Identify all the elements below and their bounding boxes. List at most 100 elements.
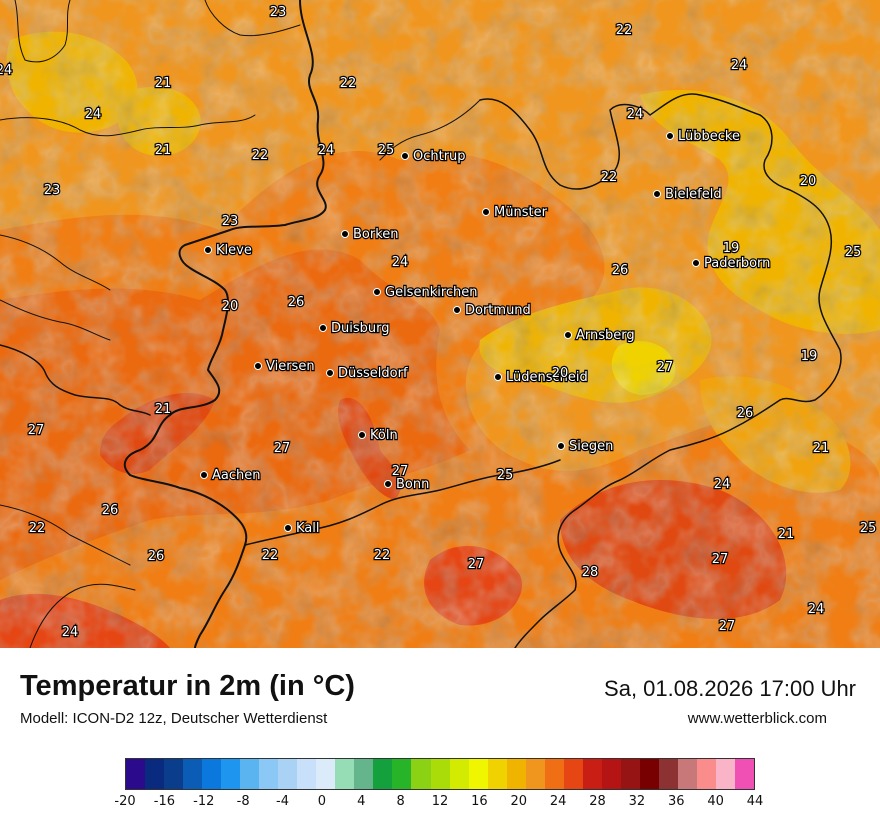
city-marker: Köln bbox=[358, 427, 399, 444]
city-label: Paderborn bbox=[704, 256, 770, 271]
borders bbox=[0, 0, 842, 648]
temperature-value: 24 bbox=[808, 602, 825, 617]
temperature-value: 24 bbox=[714, 477, 731, 492]
color-swatch bbox=[316, 759, 336, 789]
city-dot bbox=[401, 152, 409, 160]
color-swatch bbox=[582, 759, 602, 789]
temperature-value: 19 bbox=[801, 349, 818, 364]
color-scale-tick: 32 bbox=[628, 794, 646, 809]
temperature-value: 24 bbox=[731, 58, 748, 73]
city-label: Lübbecke bbox=[678, 129, 740, 144]
temperature-value: 24 bbox=[627, 107, 644, 122]
temperature-value: 22 bbox=[252, 148, 269, 163]
temperature-value: 27 bbox=[392, 464, 409, 479]
color-swatch bbox=[506, 759, 526, 789]
color-swatch bbox=[373, 759, 393, 789]
color-swatch bbox=[126, 759, 146, 789]
temperature-value: 26 bbox=[288, 295, 305, 310]
color-scale-tick: 28 bbox=[589, 794, 606, 809]
city-dot bbox=[557, 442, 565, 450]
state-border-nrw-east bbox=[479, 93, 842, 403]
color-swatch bbox=[145, 759, 165, 789]
temperature-value: 27 bbox=[712, 552, 729, 567]
temperature-value: 26 bbox=[148, 549, 165, 564]
temperature-value: 26 bbox=[102, 503, 119, 518]
city-label: Duisburg bbox=[331, 321, 390, 336]
temperature-value: 20 bbox=[222, 299, 239, 314]
color-swatch bbox=[411, 759, 431, 789]
temperature-value: 26 bbox=[737, 406, 754, 421]
city-dot bbox=[494, 373, 502, 381]
temperature-value: 25 bbox=[845, 245, 862, 260]
city-label: Bonn bbox=[396, 477, 429, 492]
temperature-value: 25 bbox=[860, 521, 877, 536]
color-swatch bbox=[335, 759, 355, 789]
temperature-value: 22 bbox=[601, 170, 618, 185]
temperature-value: 19 bbox=[723, 241, 740, 256]
color-scale-tick: 8 bbox=[396, 794, 405, 809]
state-border-nrw-rp bbox=[244, 459, 561, 546]
city-label: Lüdenscheid bbox=[506, 370, 588, 385]
color-scale-tick: 40 bbox=[707, 794, 724, 809]
color-swatch bbox=[297, 759, 317, 789]
region-border-3 bbox=[204, 0, 301, 37]
color-swatch bbox=[449, 759, 469, 789]
temperature-value: 24 bbox=[392, 255, 409, 270]
city-marker: Viersen bbox=[254, 358, 316, 375]
texture-overlay bbox=[0, 0, 880, 648]
color-scale-tick: 44 bbox=[746, 794, 764, 809]
color-swatch bbox=[487, 759, 507, 789]
color-scale-tick: 0 bbox=[317, 794, 327, 809]
color-swatch bbox=[677, 759, 697, 789]
temperature-value: 21 bbox=[778, 527, 795, 542]
color-scale-tick: 36 bbox=[667, 794, 685, 809]
color-swatch bbox=[183, 759, 203, 789]
city-marker: Siegen bbox=[557, 438, 615, 455]
color-swatch bbox=[563, 759, 583, 789]
city-label: Arnsberg bbox=[576, 328, 635, 343]
color-swatch bbox=[259, 759, 279, 789]
color-scale-tick: 16 bbox=[471, 794, 488, 809]
city-label: Bielefeld bbox=[665, 187, 722, 202]
region-border-6 bbox=[0, 504, 131, 566]
temperature-value: 27 bbox=[274, 441, 291, 456]
city-label: Borken bbox=[353, 227, 399, 242]
city-dot bbox=[319, 324, 327, 332]
temperature-map: Lübbecke Ochtrup Bielefeld Münster Borken Kle… bbox=[0, 0, 880, 648]
city-dot bbox=[358, 431, 366, 439]
city-dot bbox=[284, 524, 292, 532]
color-scale-tick: -16 bbox=[153, 794, 175, 809]
temperature-value: 24 bbox=[0, 63, 12, 78]
city-dot bbox=[254, 362, 262, 370]
temperature-value: 28 bbox=[582, 565, 599, 580]
color-swatch bbox=[202, 759, 222, 789]
city-marker: Gelsenkirchen bbox=[373, 284, 479, 301]
color-swatch bbox=[468, 759, 488, 789]
city-dot bbox=[326, 369, 334, 377]
national-border bbox=[123, 0, 327, 648]
temperature-values: 23 22 24 21 24 22 21 22 24 25 24 22 23 24 23 20 19 25 24 26… bbox=[0, 4, 877, 641]
city-marker: Aachen bbox=[200, 467, 262, 484]
color-scale-tick: 20 bbox=[510, 794, 528, 809]
city-marker: Bonn bbox=[384, 476, 431, 493]
color-swatch bbox=[525, 759, 545, 789]
color-swatch bbox=[658, 759, 678, 789]
city-marker: Arnsberg bbox=[564, 327, 636, 344]
temperature-value: 22 bbox=[29, 521, 46, 536]
city-marker: Duisburg bbox=[319, 320, 391, 337]
website-link[interactable]: www.wetterblick.com bbox=[687, 710, 827, 727]
temperature-value: 25 bbox=[378, 143, 395, 158]
temperature-value: 27 bbox=[28, 423, 45, 438]
city-label: Gelsenkirchen bbox=[385, 285, 478, 300]
color-scale-tick: -8 bbox=[236, 794, 250, 809]
city-dot bbox=[692, 259, 700, 267]
temperature-value: 21 bbox=[155, 402, 172, 417]
city-marker: Kall bbox=[284, 520, 321, 537]
temperature-value: 21 bbox=[155, 76, 172, 91]
city-dot bbox=[341, 230, 349, 238]
region-border-5 bbox=[0, 299, 111, 341]
temperature-value: 23 bbox=[270, 5, 287, 20]
color-scale-bar bbox=[125, 758, 755, 790]
city-label: Ochtrup bbox=[413, 149, 466, 164]
color-scale-tick: 4 bbox=[357, 794, 366, 809]
